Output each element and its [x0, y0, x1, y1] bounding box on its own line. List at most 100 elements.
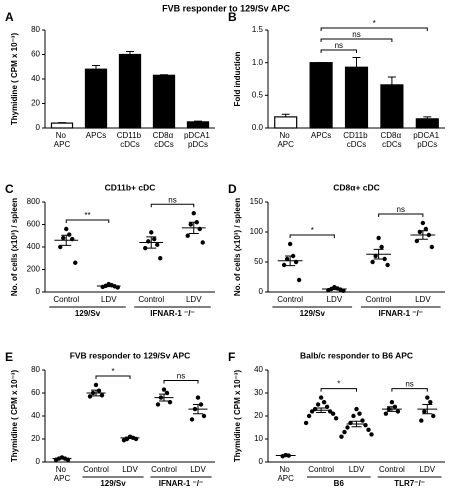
panel-letter: B: [228, 10, 237, 24]
data-point: [333, 416, 339, 421]
data-point: [121, 437, 127, 443]
error-bar: [285, 255, 296, 267]
panel-letter: C: [5, 182, 14, 196]
figure-title: FVB responder to 129/Sv APC: [162, 3, 290, 13]
x-tick-label: Control: [138, 295, 164, 304]
y-axis-label: No. of cells (x10³) / spleen: [10, 198, 19, 296]
data-point: [191, 211, 196, 216]
data-point: [87, 394, 93, 399]
significance-bracket: [391, 388, 428, 392]
significance-label: ns: [177, 372, 185, 381]
y-tick-label: 40: [31, 74, 40, 83]
error-bar: [386, 406, 397, 412]
group-label: B6: [334, 479, 345, 488]
y-tick-label: 60: [31, 50, 40, 59]
bar: [186, 121, 210, 129]
data-point: [366, 427, 371, 432]
data-point: [287, 241, 293, 247]
data-point: [149, 230, 154, 235]
y-tick-label: 50: [254, 257, 263, 266]
data-point: [161, 387, 167, 392]
error-bar: [103, 284, 114, 288]
significance-label: *: [311, 226, 314, 235]
data-point: [419, 418, 424, 423]
data-point: [158, 256, 163, 261]
significance-label: *: [111, 367, 114, 376]
significance-label: ns: [168, 195, 176, 204]
x-tick-label: Control: [83, 465, 109, 474]
x-tick-label: Control: [308, 465, 334, 474]
data-point: [383, 411, 389, 416]
data-point: [296, 277, 302, 283]
y-tick-label: 0.0: [252, 123, 264, 132]
x-tick-label: CD11b cDCs: [117, 131, 144, 149]
group-label: 129/Sv: [100, 479, 126, 488]
y-tick-label: 80: [31, 25, 40, 34]
error-bar: [316, 407, 327, 414]
y-tick-label: 40: [31, 411, 40, 420]
significance-bracket: [320, 38, 393, 42]
y-tick-label: 60: [31, 388, 40, 397]
bar: [152, 74, 176, 129]
error-bar: [351, 420, 362, 428]
x-tick-label: LDV: [349, 465, 365, 474]
significance-bracket: [163, 380, 199, 384]
x-tick-label: No APC: [277, 465, 294, 483]
error-bar: [125, 436, 135, 440]
x-tick-label: pDCA1 pDCs: [184, 131, 212, 149]
group-label: IFNAR-1 ⁻/⁻: [159, 479, 203, 488]
data-point: [188, 222, 193, 227]
data-point: [330, 411, 336, 416]
y-tick-label: 600: [27, 220, 41, 229]
data-point: [395, 409, 401, 414]
x-tick-label: APCs: [311, 131, 331, 140]
error-bar: [92, 65, 100, 70]
y-tick-label: 150: [250, 197, 264, 206]
error-bar: [57, 457, 67, 460]
data-point: [357, 411, 362, 416]
error-bar: [387, 76, 396, 85]
y-tick-label: 0.5: [252, 90, 264, 99]
y-tick-label: 20: [31, 99, 40, 108]
data-point: [284, 256, 290, 262]
x-tick-label: LDV: [415, 295, 431, 304]
data-point: [429, 244, 435, 250]
x-tick-label: CD8α cDCs: [380, 131, 403, 149]
error-bar: [417, 230, 428, 240]
significance-label: ns: [352, 30, 360, 39]
y-tick-label: 1.5: [252, 25, 264, 34]
x-tick-label: Control: [53, 295, 79, 304]
data-point: [385, 262, 390, 268]
x-tick-label: No APC: [277, 131, 294, 149]
x-tick-label: LDV: [122, 465, 138, 474]
x-tick-label: No APC: [54, 131, 71, 149]
error-bar: [91, 389, 101, 397]
data-point: [155, 242, 160, 247]
data-point: [382, 256, 387, 262]
data-point: [152, 236, 157, 242]
significance-bracket: [320, 388, 357, 392]
data-point: [318, 395, 324, 400]
data-point: [354, 406, 359, 412]
x-tick-label: LDV: [186, 295, 202, 304]
y-tick-label: 0: [259, 287, 264, 296]
group-label: IFNAR-1 ⁻/⁻: [150, 309, 194, 318]
x-tick-label: LDV: [101, 295, 117, 304]
x-tick-label: LDV: [190, 465, 206, 474]
error-bar: [373, 248, 384, 260]
data-point: [360, 418, 365, 423]
panel-title: FVB responder to 129/Sv APC: [70, 350, 191, 360]
y-axis-label: Thymidine ( CPM x 10⁻³): [10, 33, 19, 126]
y-axis-label: Thymidine ( CPM x 10⁻³): [10, 370, 19, 463]
data-point: [422, 409, 427, 414]
y-tick-label: 80: [31, 365, 40, 374]
x-tick-label: Control: [151, 465, 177, 474]
bar: [415, 118, 439, 129]
data-point: [195, 395, 201, 400]
y-tick-label: 20: [254, 411, 263, 420]
significance-bracket: [95, 375, 131, 379]
x-tick-label: pDCA1 pDCs: [413, 131, 441, 149]
x-tick-label: CD11b cDCs: [343, 131, 370, 149]
error-bar: [423, 116, 432, 119]
